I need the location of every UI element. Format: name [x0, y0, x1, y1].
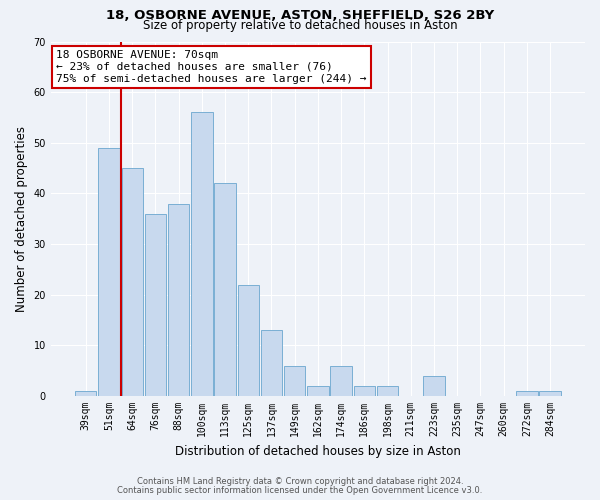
- Bar: [75, 391, 97, 396]
- Bar: [98, 148, 119, 396]
- Bar: [353, 386, 375, 396]
- Bar: [122, 168, 143, 396]
- Bar: [145, 214, 166, 396]
- Bar: [377, 386, 398, 396]
- Bar: [539, 391, 561, 396]
- Bar: [331, 366, 352, 396]
- Text: 18 OSBORNE AVENUE: 70sqm
← 23% of detached houses are smaller (76)
75% of semi-d: 18 OSBORNE AVENUE: 70sqm ← 23% of detach…: [56, 50, 367, 84]
- Bar: [516, 391, 538, 396]
- Bar: [423, 376, 445, 396]
- Text: Contains HM Land Registry data © Crown copyright and database right 2024.: Contains HM Land Registry data © Crown c…: [137, 477, 463, 486]
- Text: 18, OSBORNE AVENUE, ASTON, SHEFFIELD, S26 2BY: 18, OSBORNE AVENUE, ASTON, SHEFFIELD, S2…: [106, 9, 494, 22]
- Bar: [214, 184, 236, 396]
- Text: Size of property relative to detached houses in Aston: Size of property relative to detached ho…: [143, 19, 457, 32]
- X-axis label: Distribution of detached houses by size in Aston: Distribution of detached houses by size …: [175, 444, 461, 458]
- Bar: [168, 204, 189, 396]
- Text: Contains public sector information licensed under the Open Government Licence v3: Contains public sector information licen…: [118, 486, 482, 495]
- Bar: [307, 386, 329, 396]
- Bar: [191, 112, 212, 396]
- Bar: [261, 330, 282, 396]
- Bar: [284, 366, 305, 396]
- Y-axis label: Number of detached properties: Number of detached properties: [15, 126, 28, 312]
- Bar: [238, 284, 259, 396]
